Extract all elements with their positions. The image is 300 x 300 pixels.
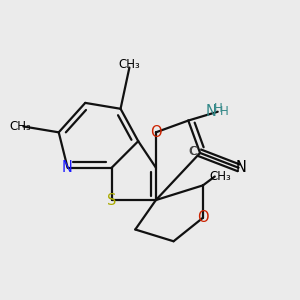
Text: C: C — [189, 145, 197, 158]
Text: N: N — [236, 160, 247, 175]
Text: H: H — [220, 105, 229, 118]
Text: S: S — [107, 193, 116, 208]
Text: C: C — [190, 145, 198, 158]
Text: N: N — [62, 160, 73, 175]
Text: CH₃: CH₃ — [118, 58, 140, 71]
Text: O: O — [150, 125, 162, 140]
Text: N: N — [206, 104, 217, 119]
Text: CH₃: CH₃ — [210, 170, 232, 183]
Text: H: H — [214, 102, 223, 115]
Text: CH₃: CH₃ — [10, 120, 31, 133]
Text: O: O — [197, 210, 209, 225]
